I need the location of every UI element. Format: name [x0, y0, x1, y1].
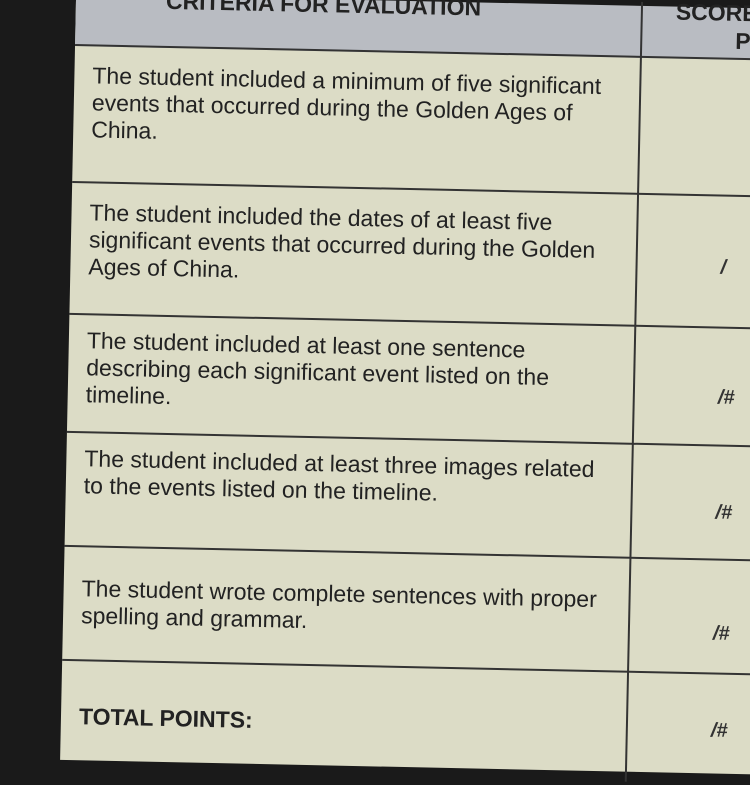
score-cell[interactable]: /#	[712, 622, 730, 645]
table-row: The student included a minimum of five s…	[72, 45, 750, 198]
criteria-header: CRITERIA FOR EVALUATION	[165, 0, 482, 21]
rubric-table: CRITERIA FOR EVALUATION SCORE P The stud…	[60, 0, 750, 782]
table-row: The student included at least three imag…	[64, 432, 750, 562]
table-row: The student included at least one senten…	[66, 314, 750, 448]
score-cell[interactable]: /#	[715, 501, 733, 524]
table-row: The student wrote complete sentences wit…	[62, 546, 750, 676]
score-header: SCORE	[675, 0, 750, 27]
criteria-text: The student included the dates of at lea…	[88, 199, 596, 283]
score-cell[interactable]: /#	[717, 386, 735, 409]
total-score[interactable]: /#	[710, 719, 728, 742]
criteria-text: The student included at least one senten…	[85, 327, 550, 410]
table-row: The student included the dates of at lea…	[69, 182, 750, 330]
criteria-text: The student wrote complete sentences wit…	[80, 575, 598, 633]
total-label: TOTAL POINTS:	[78, 703, 254, 733]
criteria-text: The student included a minimum of five s…	[91, 62, 602, 144]
score-header-line2: P	[735, 27, 750, 55]
score-cell[interactable]: /	[720, 256, 727, 279]
total-row: TOTAL POINTS: /#	[60, 661, 750, 776]
criteria-text: The student included at least three imag…	[83, 445, 595, 506]
